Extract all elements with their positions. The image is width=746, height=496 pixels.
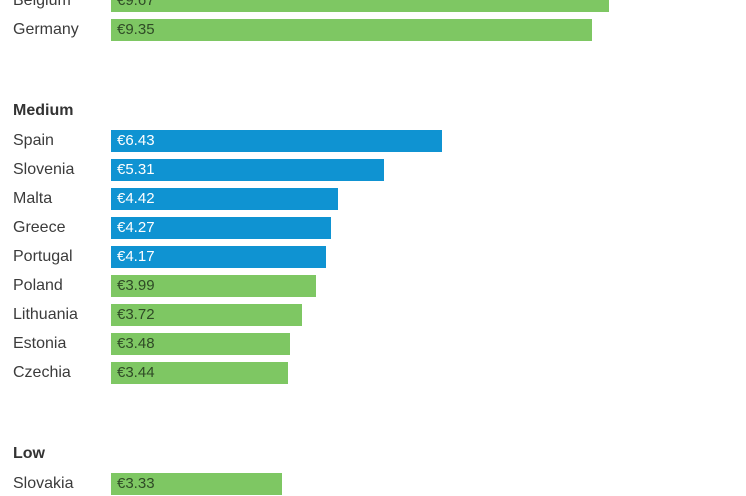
value-label: €6.43	[117, 132, 155, 149]
bar-row-estonia: Estonia €3.48	[0, 332, 746, 356]
category-label: Portugal	[13, 248, 73, 265]
category-label: Slovakia	[13, 475, 74, 492]
bar-row-czechia: Czechia €3.44	[0, 361, 746, 385]
bar-row-slovenia: Slovenia €5.31	[0, 158, 746, 182]
category-label: Slovenia	[13, 161, 75, 178]
group-heading-low: Low	[13, 445, 45, 462]
bar-row-spain: Spain €6.43	[0, 129, 746, 153]
value-label: €3.99	[117, 277, 155, 294]
bar: €3.33	[111, 473, 282, 495]
category-label: Poland	[13, 277, 63, 294]
bar: €9.67	[111, 0, 609, 12]
bar: €9.35	[111, 19, 592, 41]
category-label: Belgium	[13, 0, 71, 9]
bar-row-malta: Malta €4.42	[0, 187, 746, 211]
bar-row-belgium: Belgium €9.67	[0, 0, 746, 13]
bar-row-greece: Greece €4.27	[0, 216, 746, 240]
bar-row-germany: Germany €9.35	[0, 18, 746, 42]
value-label: €4.17	[117, 248, 155, 265]
bar: €3.48	[111, 333, 290, 355]
value-label: €5.31	[117, 161, 155, 178]
bar-row-portugal: Portugal €4.17	[0, 245, 746, 269]
value-label: €9.35	[117, 21, 155, 38]
bar-row-slovakia: Slovakia €3.33	[0, 472, 746, 496]
category-label: Germany	[13, 21, 79, 38]
category-label: Spain	[13, 132, 54, 149]
category-label: Estonia	[13, 335, 67, 352]
value-label: €9.67	[117, 0, 155, 9]
group-heading-medium: Medium	[13, 102, 74, 119]
bar-row-poland: Poland €3.99	[0, 274, 746, 298]
bar: €4.42	[111, 188, 338, 210]
value-label: €3.72	[117, 306, 155, 323]
bar: €4.27	[111, 217, 331, 239]
bar-row-lithuania: Lithuania €3.72	[0, 303, 746, 327]
value-label: €4.42	[117, 190, 155, 207]
bar: €3.72	[111, 304, 302, 326]
category-label: Malta	[13, 190, 53, 207]
bar: €4.17	[111, 246, 326, 268]
category-label: Czechia	[13, 364, 71, 381]
value-label: €4.27	[117, 219, 155, 236]
bar: €6.43	[111, 130, 442, 152]
value-label: €3.44	[117, 364, 155, 381]
value-label: €3.33	[117, 475, 155, 492]
category-label: Greece	[13, 219, 66, 236]
bar: €5.31	[111, 159, 384, 181]
bar: €3.44	[111, 362, 288, 384]
value-label: €3.48	[117, 335, 155, 352]
bar: €3.99	[111, 275, 316, 297]
category-label: Lithuania	[13, 306, 78, 323]
